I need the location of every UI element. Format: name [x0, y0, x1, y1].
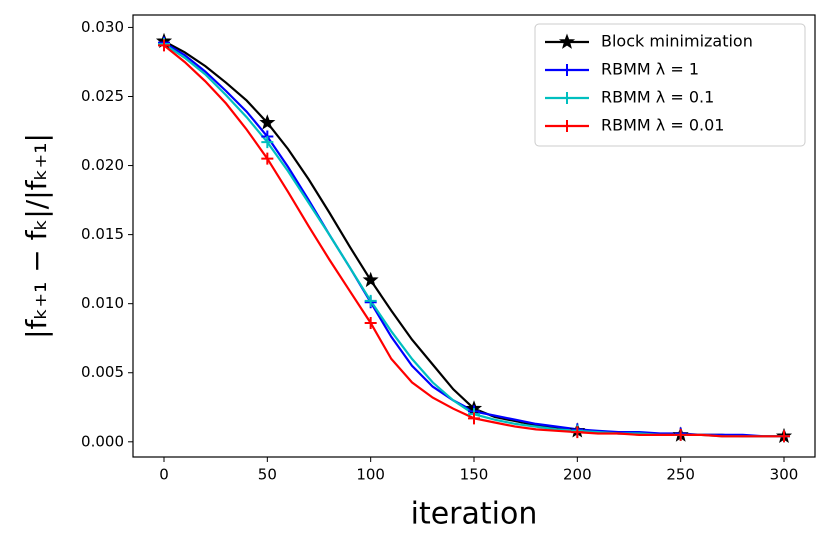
legend-marker [561, 64, 573, 76]
marker [261, 152, 274, 165]
marker [158, 39, 170, 52]
x-tick-label: 0 [159, 466, 169, 484]
y-tick-label: 0.030 [81, 18, 124, 36]
legend-marker [558, 33, 576, 49]
x-tick-label: 200 [563, 466, 592, 484]
legend-marker [561, 92, 573, 104]
legend-box [534, 23, 806, 147]
legend-marker [561, 120, 573, 132]
y-tick-label: 0.020 [81, 156, 124, 174]
marker [778, 430, 790, 443]
marker [259, 114, 276, 130]
y-tick-label: 0.025 [81, 87, 124, 105]
marker [261, 136, 274, 149]
x-axis-label: iteration [411, 497, 538, 532]
y-tick-label: 0.000 [81, 432, 124, 450]
marker [468, 412, 480, 425]
y-tick-label: 0.005 [81, 363, 124, 381]
x-tick-label: 150 [460, 466, 489, 484]
y-axis-label: |fₖ₊₁ − fₖ|/|fₖ₊₁| [20, 133, 53, 339]
y-tick-label: 0.010 [81, 294, 124, 312]
legend-label: RBMM λ = 0.01 [601, 116, 724, 135]
marker [364, 294, 377, 307]
plot-frame [132, 14, 816, 458]
marker [674, 428, 687, 441]
y-tick-label: 0.015 [81, 225, 124, 243]
marker [364, 317, 377, 330]
legend-label: RBMM λ = 1 [601, 60, 699, 79]
x-tick-label: 50 [258, 466, 277, 484]
legend-label: RBMM λ = 0.1 [601, 88, 714, 107]
legend-label: Block minimization [601, 32, 753, 51]
marker [362, 271, 379, 288]
x-tick-label: 250 [666, 466, 695, 484]
x-tick-label: 100 [356, 466, 385, 484]
x-tick-label: 300 [770, 466, 799, 484]
marker [571, 426, 584, 439]
